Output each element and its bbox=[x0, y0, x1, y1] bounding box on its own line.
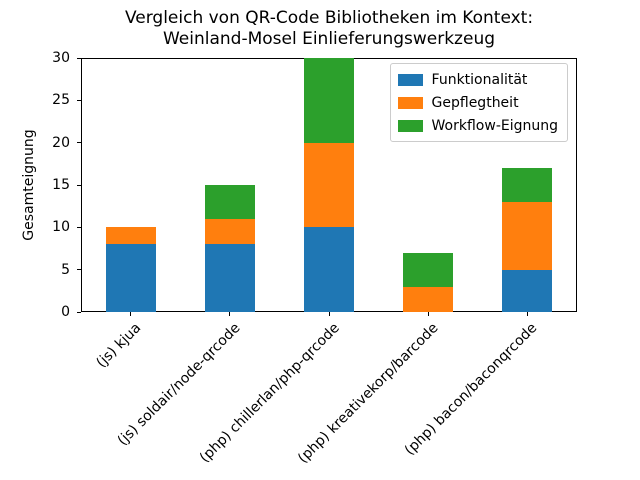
y-tick-mark bbox=[77, 57, 81, 59]
y-tick-mark bbox=[77, 184, 81, 186]
legend-item-funktionalität: Funktionalität bbox=[397, 68, 558, 91]
y-tick-mark bbox=[77, 311, 81, 313]
bar-segment-gepflegtheit bbox=[304, 142, 354, 228]
x-tick-mark bbox=[130, 312, 132, 316]
legend-swatch bbox=[397, 96, 423, 109]
bar-segment-gepflegtheit bbox=[403, 286, 454, 312]
x-tick-mark bbox=[427, 312, 429, 316]
y-tick-label: 20 bbox=[52, 134, 70, 151]
y-tick-mark bbox=[77, 99, 81, 101]
y-tick-label: 25 bbox=[52, 92, 70, 109]
legend-item-gepflegtheit: Gepflegtheit bbox=[397, 91, 558, 114]
legend-label: Workflow-Eignung bbox=[431, 117, 558, 134]
bar-segment-funktionalität bbox=[304, 227, 354, 312]
bar-segment-gepflegtheit bbox=[502, 201, 553, 270]
bar-segment-funktionalität bbox=[105, 244, 156, 312]
x-tick-label: (js) kjua bbox=[93, 320, 144, 371]
y-tick-label: 10 bbox=[52, 219, 70, 236]
bar-segment-workflow-eignung bbox=[304, 58, 354, 143]
legend-swatch bbox=[397, 119, 423, 132]
y-tick-mark bbox=[77, 226, 81, 228]
chart-title-line-2: Weinland-Mosel Einlieferungswerkzeug bbox=[162, 29, 496, 49]
y-tick-label: 15 bbox=[52, 177, 70, 193]
legend-label: Funktionalität bbox=[431, 71, 528, 88]
chart-title: Vergleich von QR-Code Bibliotheken im Ko… bbox=[81, 8, 577, 50]
bar-segment-workflow-eignung bbox=[403, 252, 454, 287]
x-tick-mark bbox=[229, 312, 231, 316]
x-tick-mark bbox=[526, 312, 528, 316]
bar-segment-funktionalität bbox=[502, 269, 553, 312]
y-tick-label: 5 bbox=[61, 261, 70, 278]
chart-title-line-1: Vergleich von QR-Code Bibliotheken im Ko… bbox=[124, 8, 534, 28]
legend: Funktionalität Gepflegtheit Workflow-Eignu… bbox=[389, 63, 568, 142]
y-tick-label: 30 bbox=[52, 50, 70, 66]
bar-segment-funktionalität bbox=[204, 244, 255, 312]
legend-label: Gepflegtheit bbox=[431, 94, 519, 111]
legend-swatch bbox=[397, 73, 423, 86]
y-tick-mark bbox=[77, 142, 81, 144]
x-tick-mark bbox=[328, 312, 330, 316]
y-tick-label: 0 bbox=[61, 304, 70, 320]
bar-segment-gepflegtheit bbox=[105, 227, 156, 245]
bar-segment-gepflegtheit bbox=[204, 218, 255, 245]
legend-item-workflow-eignung: Workflow-Eignung bbox=[397, 114, 558, 137]
bar-segment-workflow-eignung bbox=[502, 168, 553, 202]
y-tick-mark bbox=[77, 269, 81, 271]
bar-segment-workflow-eignung bbox=[204, 185, 255, 219]
